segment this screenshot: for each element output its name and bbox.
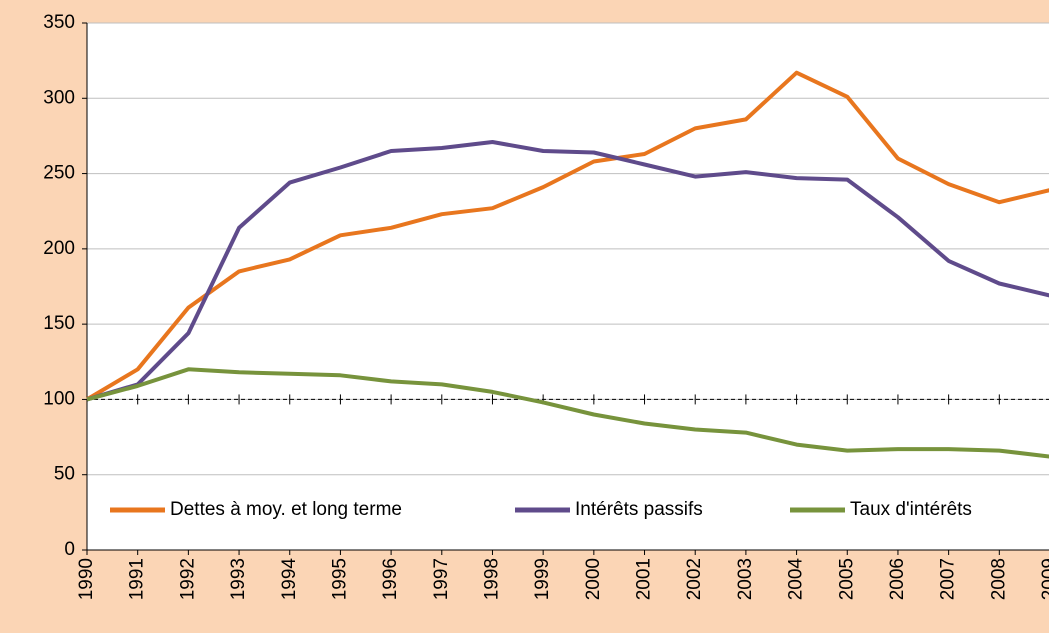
x-tick-label: 2004 bbox=[786, 558, 807, 601]
x-tick-label: 1995 bbox=[329, 558, 350, 600]
x-tick-label: 2009 bbox=[1039, 558, 1049, 600]
x-tick-label: 1996 bbox=[380, 558, 401, 600]
x-tick-label: 2008 bbox=[988, 558, 1009, 600]
y-tick-label: 350 bbox=[43, 12, 75, 33]
series-line bbox=[85, 70, 1049, 402]
x-tick-label: 2002 bbox=[684, 558, 705, 600]
legend-label: Taux d'intérêts bbox=[850, 499, 972, 520]
x-tick-label: 1994 bbox=[279, 558, 300, 601]
x-tick-label: 2000 bbox=[583, 558, 604, 600]
x-tick-label: 1999 bbox=[532, 558, 553, 600]
y-tick-label: 50 bbox=[54, 464, 75, 485]
x-tick-label: 1990 bbox=[76, 558, 97, 600]
y-tick-label: 100 bbox=[43, 388, 75, 409]
x-tick-label: 2001 bbox=[634, 558, 655, 600]
x-tick-label: 1991 bbox=[127, 558, 148, 600]
x-tick-label: 2003 bbox=[735, 558, 756, 600]
series-line bbox=[86, 367, 1049, 459]
legend-label: Dettes à moy. et long terme bbox=[170, 499, 402, 520]
x-tick-label: 1993 bbox=[228, 558, 249, 600]
y-tick-label: 200 bbox=[43, 238, 75, 259]
legend-label: Intérêts passifs bbox=[575, 499, 703, 520]
x-tick-label: 2006 bbox=[887, 558, 908, 600]
y-tick-label: 300 bbox=[43, 87, 75, 108]
x-tick-label: 1997 bbox=[431, 558, 452, 600]
x-tick-label: 1992 bbox=[177, 558, 198, 600]
y-tick-label: 0 bbox=[64, 539, 75, 560]
x-tick-label: 1998 bbox=[481, 558, 502, 600]
x-tick-label: 2005 bbox=[836, 558, 857, 600]
series-line bbox=[86, 140, 1049, 402]
x-tick-label: 2007 bbox=[938, 558, 959, 600]
plot-area bbox=[87, 23, 1049, 550]
y-tick-label: 250 bbox=[43, 163, 75, 184]
y-tick-label: 150 bbox=[43, 313, 75, 334]
